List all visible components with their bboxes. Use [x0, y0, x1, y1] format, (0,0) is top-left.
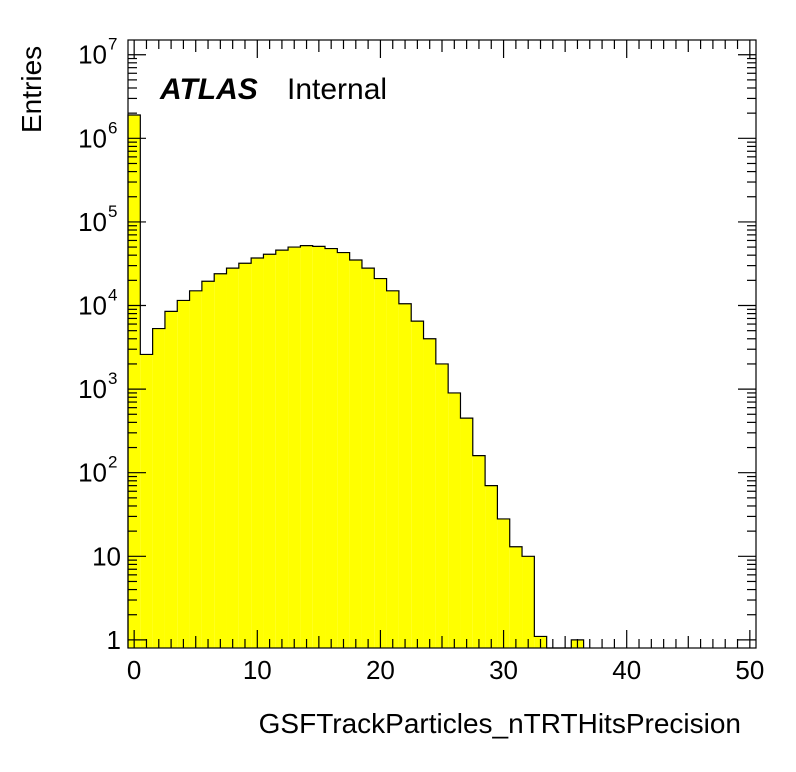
histogram-bar [312, 246, 326, 648]
y-tick-exponent: 3 [108, 369, 117, 388]
histogram-bar [189, 290, 202, 648]
histogram-bar [374, 278, 387, 648]
histogram-bar [386, 290, 399, 648]
histogram-bar [472, 455, 486, 648]
histogram-bars [128, 115, 584, 649]
y-tick-label: 10 [78, 207, 107, 237]
y-tick-exponent: 5 [108, 202, 117, 221]
y-tick-label: 1 [107, 625, 121, 655]
x-tick-label: 30 [489, 655, 518, 685]
histogram-bar [238, 263, 252, 648]
y-tick-label: 10 [78, 123, 107, 153]
histogram-outline [127, 114, 585, 649]
y-tick-exponent: 2 [108, 453, 117, 472]
histogram-bar [140, 354, 153, 648]
internal-label: Internal [287, 73, 387, 106]
atlas-label: ATLAS [159, 73, 258, 106]
y-tick-label: 10 [78, 458, 107, 488]
y-tick-exponent: 6 [108, 118, 117, 137]
histogram-bar [275, 250, 289, 649]
histogram-bar [411, 321, 424, 648]
x-tick-label: 10 [243, 655, 272, 685]
histogram-bar [448, 392, 461, 648]
histogram-bar [337, 252, 350, 649]
histogram-bar [497, 518, 510, 648]
histogram-bar [460, 418, 473, 648]
histogram-bar [214, 273, 227, 648]
y-tick-label: 10 [78, 374, 107, 404]
histogram-bar [522, 556, 535, 648]
histogram-bar [485, 485, 498, 648]
y-tick-exponent: 7 [108, 35, 117, 54]
histogram-bar [288, 247, 301, 648]
x-tick-labels: 0 10 20 30 40 50 [127, 655, 764, 685]
histogram-bar [349, 260, 362, 648]
x-tick-label: 50 [735, 655, 764, 685]
x-tick-label: 40 [612, 655, 641, 685]
x-axis-title: GSFTrackParticles_nTRTHitsPrecision [259, 708, 741, 739]
histogram-bar [177, 300, 190, 648]
histogram-bar [226, 268, 239, 648]
histogram-bar [435, 363, 449, 648]
x-tick-label: 20 [366, 655, 395, 685]
y-tick-exponent: 4 [108, 286, 117, 305]
histogram-bar [361, 268, 375, 648]
histogram-bar [398, 303, 412, 648]
histogram-bar [164, 311, 178, 648]
histogram-bar [128, 115, 141, 649]
y-tick-label: 10 [78, 40, 107, 70]
histogram-bar [423, 338, 436, 648]
x-tick-label: 0 [127, 655, 141, 685]
histogram-bar [509, 546, 523, 648]
histogram-bar [263, 254, 276, 648]
histogram-bar [300, 245, 313, 648]
histogram-bar [251, 258, 264, 648]
y-axis-title: Entries [16, 46, 47, 133]
y-tick-label: 10 [78, 291, 107, 321]
histogram-bar [325, 248, 338, 649]
axis-ticks [128, 40, 756, 648]
y-tick-label: 10 [92, 541, 121, 571]
histogram-bar [201, 281, 215, 648]
histogram-bar [152, 328, 165, 648]
